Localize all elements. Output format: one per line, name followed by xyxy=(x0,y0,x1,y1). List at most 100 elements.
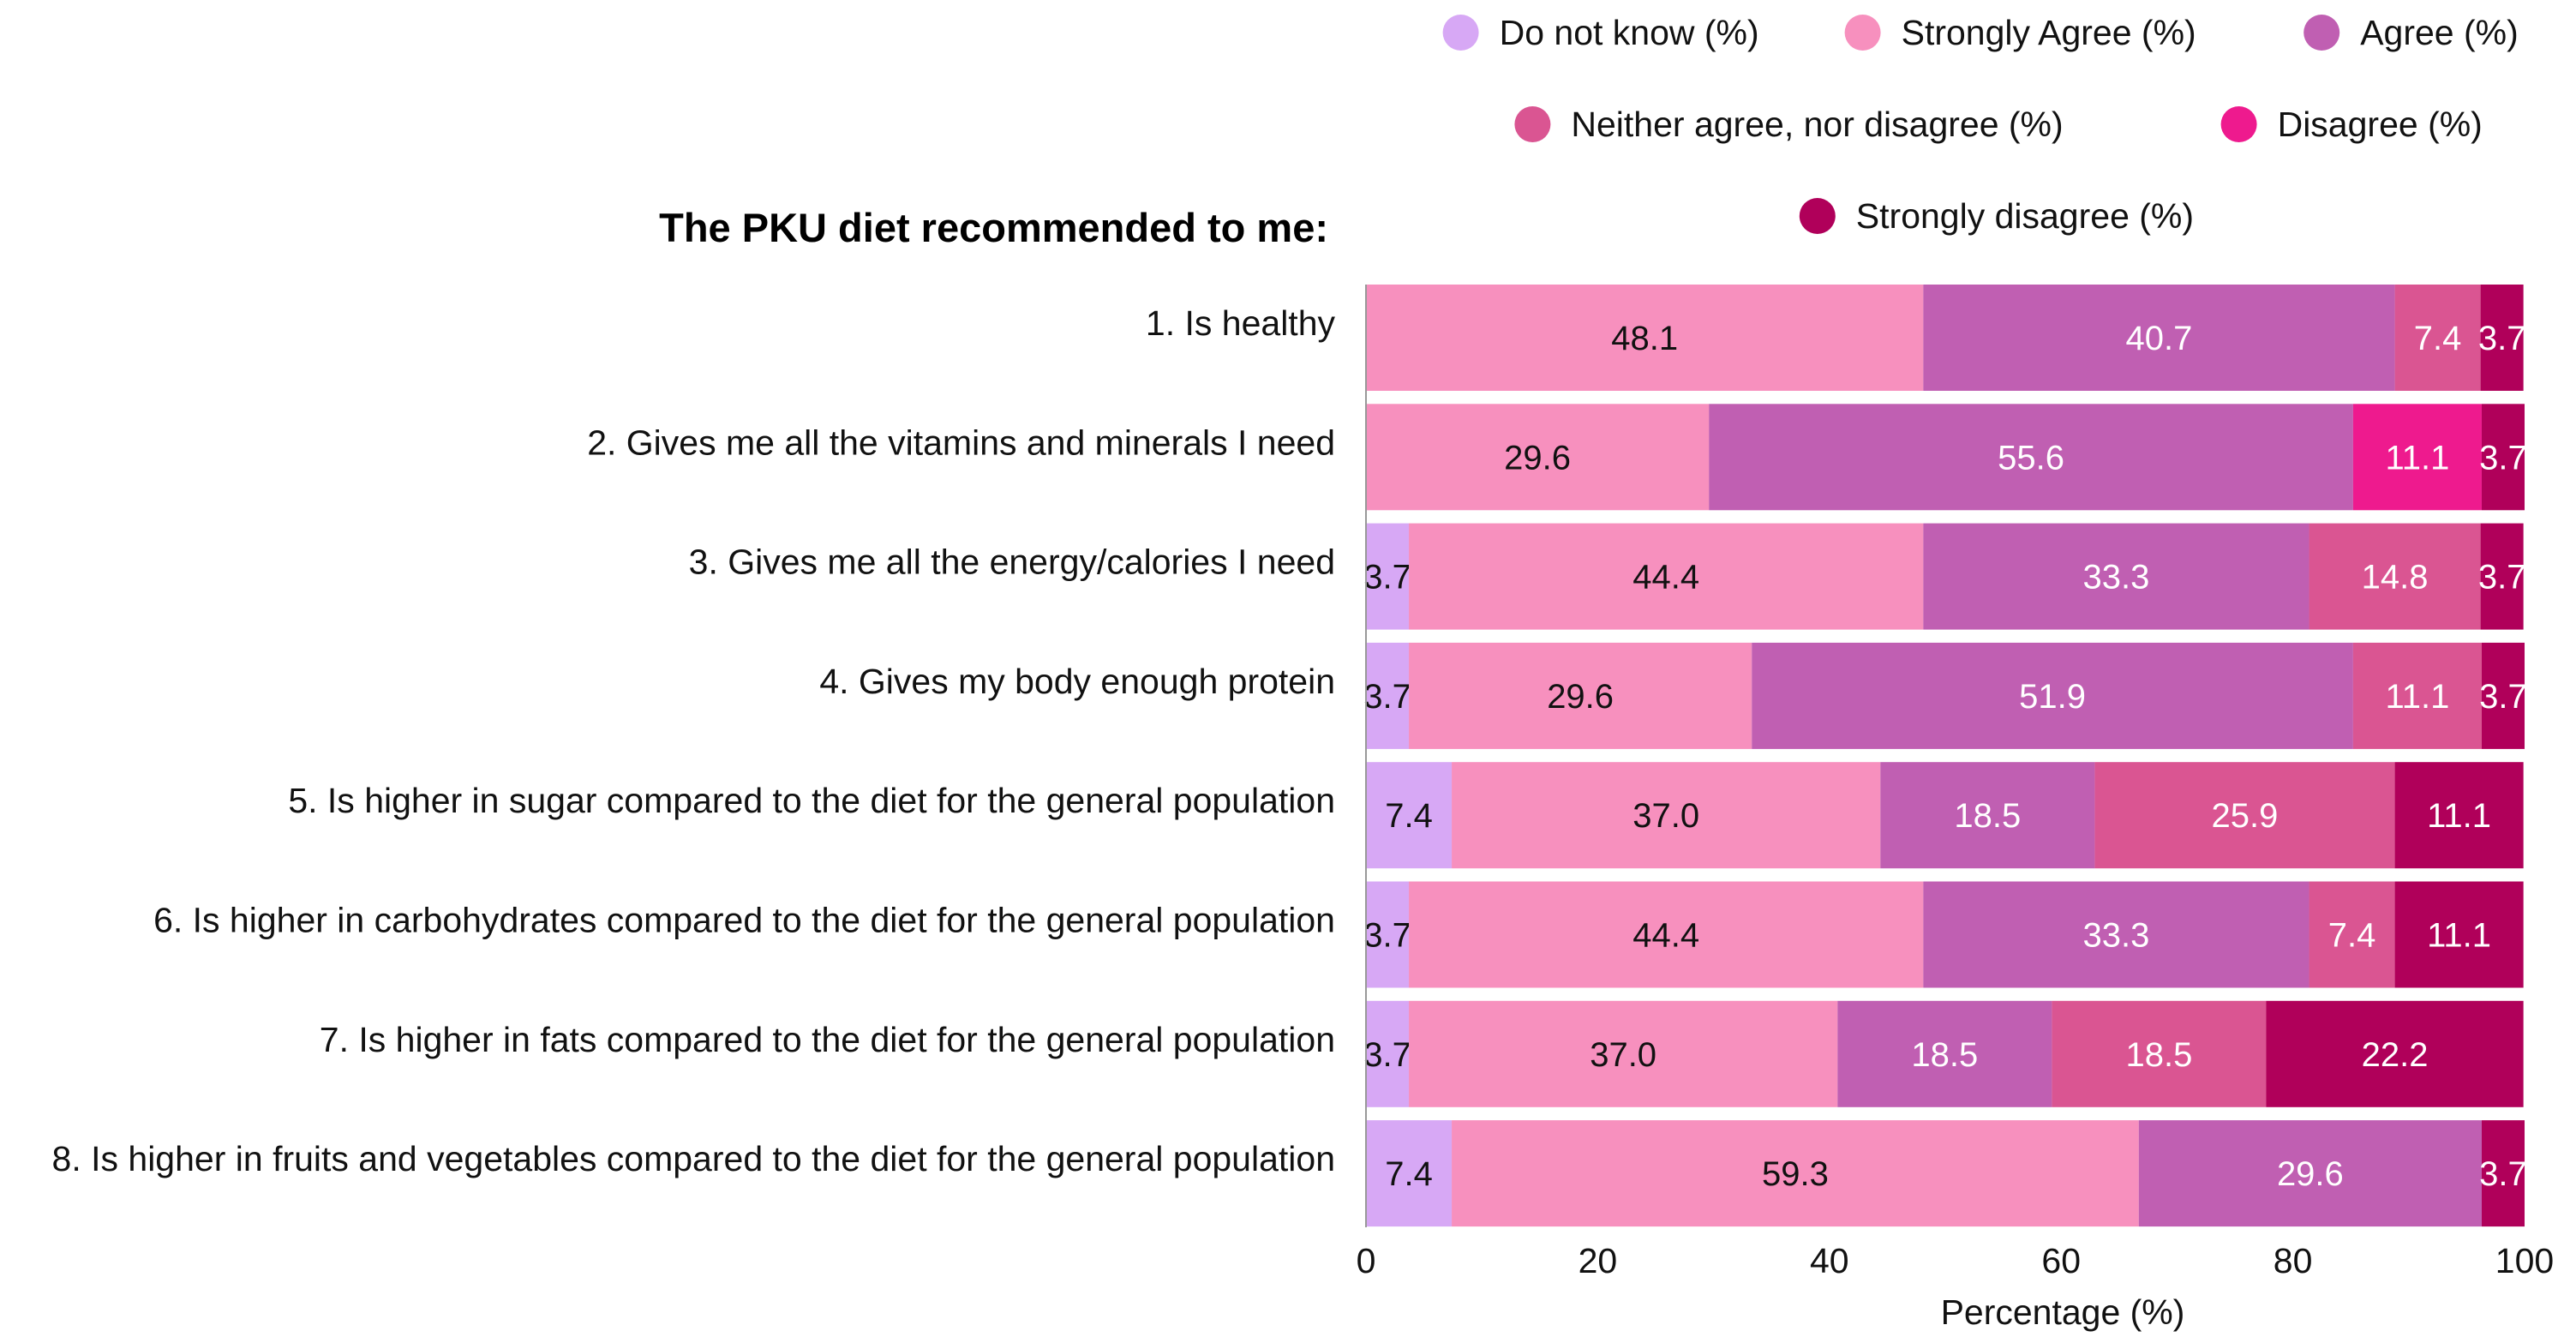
category-label-7: 7. Is higher in fats compared to the die… xyxy=(320,1020,1335,1059)
data-label-row5-series1: 7.4 xyxy=(1385,797,1433,835)
data-label-row8-series2: 59.3 xyxy=(1762,1155,1829,1193)
x-tick-40: 40 xyxy=(1810,1241,1849,1280)
bar-segment-row6-series2 xyxy=(1409,881,1924,988)
legend-swatch-4 xyxy=(1514,106,1551,142)
data-label-row2-series2: 29.6 xyxy=(1504,439,1571,477)
bar-segment-row5-series3 xyxy=(1880,762,2095,869)
bar-segment-row1-series6 xyxy=(2480,285,2524,391)
bar-segment-row7-series2 xyxy=(1409,1000,1838,1107)
data-label-row8-series6: 3.7 xyxy=(2479,1155,2527,1193)
category-labels: 1. Is healthy 2. Gives me all the vitamin… xyxy=(52,303,1336,1178)
legend-label-5: Disagree (%) xyxy=(2278,105,2483,144)
data-label-row5-series6: 11.1 xyxy=(2427,797,2491,835)
bar-segment-row4-series3 xyxy=(1752,642,2353,749)
data-label-row4-series4: 11.1 xyxy=(2385,678,2449,716)
data-label-row7-series2: 37.0 xyxy=(1590,1036,1656,1074)
data-label-row4-series2: 29.6 xyxy=(1547,678,1614,716)
data-label-row6-series6: 11.1 xyxy=(2427,917,2491,955)
category-label-4: 4. Gives my body enough protein xyxy=(819,662,1335,701)
data-label-row4-series1: 3.7 xyxy=(1363,678,1411,716)
x-tick-0: 0 xyxy=(1357,1241,1376,1280)
data-label-row1-series4: 7.4 xyxy=(2414,320,2462,357)
bar-segment-row8-series3 xyxy=(2138,1120,2482,1227)
bar-segment-row7-series4 xyxy=(2052,1000,2267,1107)
legend-swatch-1 xyxy=(1442,15,1479,51)
bar-segment-row3-series1 xyxy=(1366,523,1410,630)
bar-segment-row5-series6 xyxy=(2394,762,2524,869)
data-label-row6-series3: 33.3 xyxy=(2082,917,2149,955)
legend-swatch-2 xyxy=(1844,15,1881,51)
bar-segment-row3-series6 xyxy=(2480,523,2524,630)
data-label-row3-series3: 33.3 xyxy=(2082,559,2149,597)
bar-segment-row6-series1 xyxy=(1366,881,1410,988)
bar-segment-row3-series2 xyxy=(1409,523,1924,630)
bar-segment-row7-series1 xyxy=(1366,1000,1410,1107)
data-label-row4-series6: 3.7 xyxy=(2479,678,2527,716)
data-label-row3-series1: 3.7 xyxy=(1363,559,1411,597)
category-label-1: 1. Is healthy xyxy=(1146,303,1336,343)
bar-segment-row4-series1 xyxy=(1366,642,1410,749)
legend-swatch-5 xyxy=(2220,106,2257,142)
data-label-row1-series3: 40.7 xyxy=(2126,320,2193,357)
bar-segment-row5-series2 xyxy=(1452,762,1881,869)
bar-segment-row5-series4 xyxy=(2094,762,2395,869)
bar-segment-row4-series4 xyxy=(2352,642,2482,749)
data-label-row6-series2: 44.4 xyxy=(1632,917,1699,955)
data-label-row2-series3: 55.6 xyxy=(1998,439,2064,477)
category-label-2: 2. Gives me all the vitamins and mineral… xyxy=(587,423,1335,462)
data-label-row5-series4: 25.9 xyxy=(2212,797,2279,835)
data-label-row5-series3: 18.5 xyxy=(1954,797,2021,835)
legend: Do not know (%) Strongly Agree (%) Agree (… xyxy=(1442,13,2519,236)
bar-segment-row8-series6 xyxy=(2481,1120,2525,1227)
chart-title: The PKU diet recommended to me: xyxy=(659,205,1328,250)
bar-segment-row3-series4 xyxy=(2309,523,2481,630)
category-label-5: 5. Is higher in sugar compared to the di… xyxy=(288,781,1335,820)
x-tick-80: 80 xyxy=(2273,1241,2313,1280)
bar-segment-row3-series3 xyxy=(1923,523,2309,630)
x-tick-60: 60 xyxy=(2041,1241,2081,1280)
data-label-row6-series4: 7.4 xyxy=(2328,917,2376,955)
bar-segment-row1-series2 xyxy=(1366,285,1924,391)
bar-segment-row2-series6 xyxy=(2481,404,2525,511)
data-label-row7-series6: 22.2 xyxy=(2362,1036,2429,1074)
legend-label-6: Strongly disagree (%) xyxy=(1856,196,2194,236)
data-label-row2-series6: 3.7 xyxy=(2479,439,2527,477)
bar-segment-row8-series2 xyxy=(1452,1120,2139,1227)
bar-segment-row6-series4 xyxy=(2309,881,2395,988)
data-label-row7-series3: 18.5 xyxy=(1911,1036,1978,1074)
legend-label-3: Agree (%) xyxy=(2360,13,2519,52)
data-label-row5-series2: 37.0 xyxy=(1632,797,1699,835)
bar-segment-row7-series6 xyxy=(2266,1000,2524,1107)
legend-label-4: Neither agree, nor disagree (%) xyxy=(1571,105,2063,144)
data-label-row7-series4: 18.5 xyxy=(2126,1036,2193,1074)
data-label-row3-series6: 3.7 xyxy=(2478,559,2526,597)
bar-segment-row6-series6 xyxy=(2394,881,2524,988)
bar-segment-row7-series3 xyxy=(1837,1000,2052,1107)
x-axis-title: Percentage (%) xyxy=(1941,1292,2185,1332)
data-label-row3-series4: 14.8 xyxy=(2362,559,2429,597)
category-label-3: 3. Gives me all the energy/calories I ne… xyxy=(689,543,1335,582)
data-label-row4-series3: 51.9 xyxy=(2019,678,2086,716)
legend-swatch-3 xyxy=(2303,15,2340,51)
x-axis: 0 20 40 60 80 100 xyxy=(1357,285,2554,1280)
data-label-row6-series1: 3.7 xyxy=(1363,917,1411,955)
x-tick-100: 100 xyxy=(2495,1241,2554,1280)
data-label-row3-series2: 44.4 xyxy=(1632,559,1699,597)
x-tick-20: 20 xyxy=(1579,1241,1618,1280)
data-label-row1-series2: 48.1 xyxy=(1611,320,1678,357)
bar-segment-row4-series2 xyxy=(1409,642,1752,749)
bar-segment-row1-series4 xyxy=(2394,285,2481,391)
data-label-row1-series6: 3.7 xyxy=(2478,320,2526,357)
data-label-row2-series5: 11.1 xyxy=(2385,439,2449,477)
bar-segment-row2-series2 xyxy=(1366,404,1710,511)
bar-segment-row1-series3 xyxy=(1923,285,2395,391)
category-label-6: 6. Is higher in carbohydrates compared t… xyxy=(153,901,1335,940)
category-label-8: 8. Is higher in fruits and vegetables co… xyxy=(52,1139,1335,1178)
legend-label-1: Do not know (%) xyxy=(1500,13,1759,52)
bar-segment-row6-series3 xyxy=(1923,881,2309,988)
data-label-row7-series1: 3.7 xyxy=(1363,1036,1411,1074)
data-label-row8-series1: 7.4 xyxy=(1385,1155,1433,1193)
bar-segment-row2-series3 xyxy=(1709,404,2353,511)
data-label-row8-series3: 29.6 xyxy=(2277,1155,2344,1193)
